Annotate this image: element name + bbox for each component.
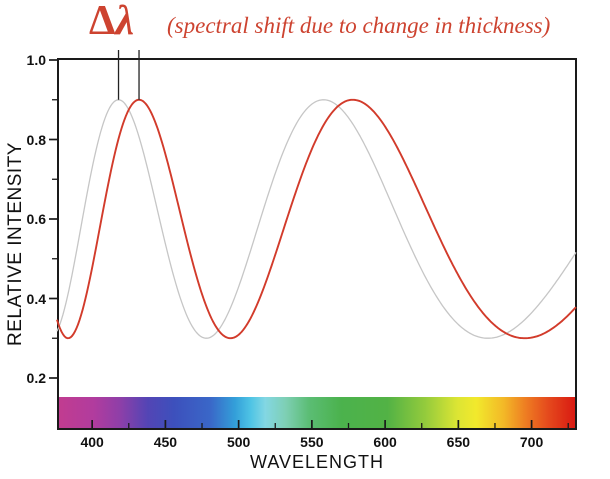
visible-spectrum-colorbar <box>59 397 575 428</box>
y-tick-label: 0.6 <box>26 211 46 227</box>
delta-lambda-symbol: Δλ <box>89 0 134 46</box>
x-axis-title: WAVELENGTH <box>249 452 385 472</box>
spectral-shift-note: (spectral shift due to change in thickne… <box>167 13 551 38</box>
x-tick-label: 600 <box>373 434 397 450</box>
y-tick-label: 0.8 <box>26 131 46 148</box>
lambda-glyph: λ <box>115 0 134 44</box>
y-tick-label: 1.0 <box>26 52 46 68</box>
x-tick-label: 500 <box>226 434 251 450</box>
series-shifted-thickness <box>56 98 577 340</box>
series-original-thickness <box>56 99 577 339</box>
x-tick-label: 550 <box>300 434 324 450</box>
x-tick-label: 700 <box>519 434 544 450</box>
plot-area-border <box>57 58 577 430</box>
x-tick-label: 650 <box>446 434 471 450</box>
x-tick-label: 450 <box>153 434 178 450</box>
x-tick-label: 400 <box>80 434 104 450</box>
delta-glyph: Δ <box>89 0 116 44</box>
y-tick-label: 0.4 <box>26 290 46 307</box>
y-tick-label: 0.2 <box>26 370 46 386</box>
